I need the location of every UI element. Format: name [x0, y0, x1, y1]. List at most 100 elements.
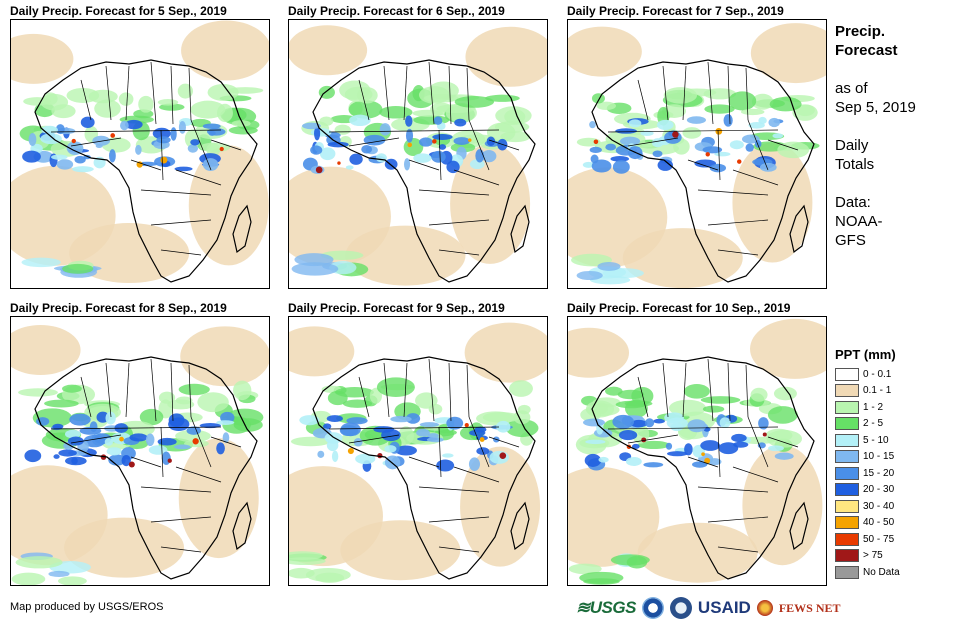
- heavy-rain-area: [52, 423, 64, 430]
- legend-swatch: [835, 417, 859, 431]
- country-border: [627, 137, 679, 147]
- panel-title: Daily Precip. Forecast for 9 Sep., 2019: [288, 301, 505, 315]
- fews-net-logo: FEWS NET: [778, 600, 841, 615]
- ocean-rain-area: [568, 563, 602, 575]
- heavy-rain-area: [92, 135, 111, 146]
- heavy-rain-area: [405, 115, 413, 127]
- heavy-rain-area: [104, 437, 113, 446]
- coastline: [34, 356, 258, 580]
- country-border: [403, 65, 408, 121]
- country-border: [732, 169, 779, 186]
- heavy-rain-area: [173, 444, 191, 450]
- heavy-rain-area: [340, 422, 361, 437]
- country-border: [747, 119, 769, 171]
- country-border: [662, 65, 669, 121]
- rain-area: [683, 384, 710, 399]
- heavy-rain-area: [299, 415, 320, 426]
- heavy-rain-area: [363, 134, 386, 146]
- legend-item: 50 - 75: [835, 531, 960, 548]
- heavy-rain-area: [168, 413, 185, 427]
- coastline: [591, 356, 815, 580]
- country-border: [160, 426, 164, 478]
- heavy-rain-area: [438, 144, 447, 150]
- legend-label: No Data: [863, 566, 900, 578]
- legend-item: No Data: [835, 564, 960, 581]
- heavy-rain-area: [453, 137, 471, 145]
- forecast-info: Precip. Forecast as of Sep 5, 2019 Daily…: [835, 22, 960, 250]
- country-border: [150, 61, 157, 125]
- dry-area: [11, 325, 81, 375]
- heavy-rain-area: [694, 159, 717, 168]
- country-border: [468, 416, 490, 468]
- heavy-rain-area: [772, 133, 784, 139]
- heavy-rain-area: [79, 426, 102, 435]
- rain-area: [482, 412, 521, 423]
- ocean-rain-area: [62, 263, 94, 274]
- ocean-rain-area: [289, 551, 323, 560]
- intense-rain-cell: [71, 138, 76, 144]
- heavy-rain-area: [729, 140, 744, 150]
- country-border: [188, 67, 192, 121]
- heavy-rain-area: [28, 132, 37, 147]
- heavy-rain-area: [405, 413, 421, 424]
- legend-swatch: [835, 400, 859, 414]
- heavy-rain-area: [331, 450, 339, 463]
- country-border: [125, 65, 130, 121]
- heavy-rain-area: [702, 146, 723, 154]
- legend-item: 0 - 0.1: [835, 366, 960, 383]
- heavy-rain-area: [202, 158, 219, 171]
- ocean-rain-area: [57, 576, 87, 585]
- country-border: [80, 79, 92, 121]
- heavy-rain-area: [584, 453, 602, 467]
- country-border: [607, 426, 779, 430]
- heavy-rain-area: [349, 114, 371, 127]
- coastline: [510, 204, 530, 254]
- country-border: [466, 364, 470, 418]
- dry-area: [289, 326, 355, 377]
- legend-swatch: [835, 565, 859, 579]
- heavy-rain-area: [657, 159, 673, 171]
- legend-label: 0 - 0.1: [863, 368, 892, 380]
- intense-rain-cell: [110, 133, 116, 138]
- legend-item: 10 - 15: [835, 449, 960, 466]
- rain-area: [175, 396, 193, 405]
- country-border: [707, 219, 769, 226]
- legend-item: 30 - 40: [835, 498, 960, 515]
- rain-area: [703, 88, 737, 100]
- heavy-rain-area: [222, 432, 230, 444]
- ocean-rain-area: [21, 257, 61, 268]
- rain-area: [702, 405, 725, 413]
- country-border: [717, 249, 759, 256]
- country-border: [707, 61, 714, 125]
- ocean-rain-area: [11, 572, 46, 585]
- country-border: [428, 358, 435, 422]
- rain-area: [615, 400, 647, 409]
- panel-title: Daily Precip. Forecast for 6 Sep., 2019: [288, 4, 505, 18]
- heavy-rain-area: [56, 159, 74, 170]
- heavy-rain-area: [481, 149, 497, 163]
- legend-item: 20 - 30: [835, 482, 960, 499]
- intense-rain-cell: [407, 142, 413, 148]
- heavy-rain-area: [390, 415, 412, 423]
- heavy-rain-area: [652, 150, 663, 158]
- info-source: NOAA-: [835, 213, 883, 230]
- intense-rain-cell: [219, 146, 224, 152]
- country-border: [190, 416, 212, 468]
- heavy-rain-area: [71, 166, 94, 173]
- heavy-rain-area: [170, 127, 177, 141]
- heavy-rain-area: [723, 114, 733, 127]
- heavy-rain-area: [216, 420, 235, 425]
- rain-area: [769, 96, 802, 112]
- country-border: [697, 486, 769, 493]
- heavy-rain-area: [754, 140, 762, 148]
- heavy-rain-area: [644, 418, 655, 428]
- dry-area: [64, 517, 185, 578]
- country-border: [428, 219, 490, 226]
- heavy-rain-area: [64, 429, 81, 439]
- heavy-rain-area: [489, 450, 510, 464]
- rain-area: [88, 89, 118, 104]
- dry-area: [289, 25, 368, 76]
- rain-area: [18, 388, 58, 397]
- dry-area: [637, 522, 758, 583]
- heavy-rain-area: [148, 445, 168, 455]
